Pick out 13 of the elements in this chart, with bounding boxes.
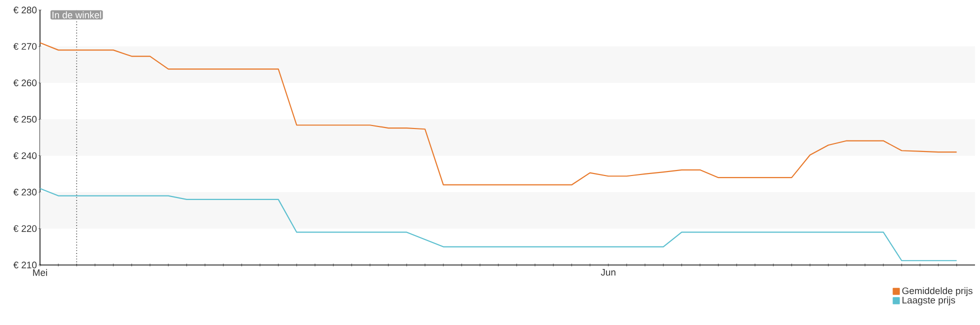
legend-label: Gemiddelde prijs	[902, 287, 972, 296]
annotation: In de winkel	[52, 11, 102, 18]
y-tick-label: € 270	[13, 43, 37, 50]
y-tick-label: € 280	[13, 6, 37, 14]
legend-label: Laagste prijs	[902, 296, 956, 306]
x-tick-label: Jun	[600, 269, 616, 276]
y-tick-label: € 230	[13, 188, 37, 196]
y-tick-label: € 210	[13, 262, 37, 268]
y-tick-label: € 220	[13, 225, 37, 232]
y-tick-label: € 260	[13, 80, 37, 86]
x-tick-label: Mei	[33, 269, 47, 276]
y-tick-label: € 240	[13, 152, 37, 160]
y-tick-label: € 250	[13, 116, 37, 123]
